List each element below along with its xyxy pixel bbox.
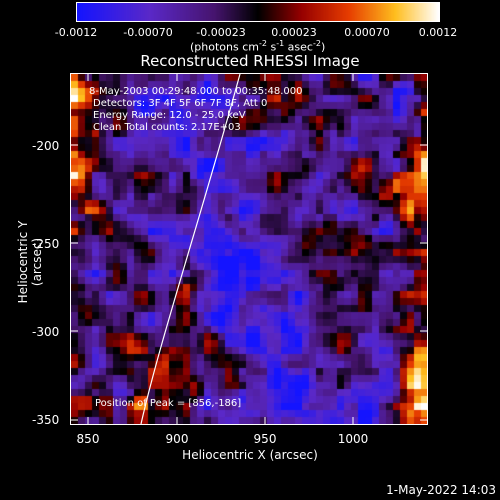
method-counts-annotation: Clean Total counts: 2.17E+03 — [93, 122, 241, 133]
colorbar-tick-label: -0.00023 — [196, 26, 246, 39]
image-plot-area: 8-May-2003 00:29:48.000 to 00:35:48.000 … — [70, 73, 428, 425]
detectors-annotation: Detectors: 3F 4F 5F 6F 7F 8F, Att 0 — [93, 98, 268, 109]
colorbar — [76, 2, 440, 22]
peak-position-annotation: Position of Peak = [856,-186] — [95, 398, 242, 409]
energy-range-annotation: Energy Range: 12.0 - 25.0 keV — [93, 110, 246, 121]
y-axis-label: Heliocentric Y (arcsec) — [16, 220, 44, 304]
rhessi-image — [71, 74, 427, 424]
colorbar-tick-label: -0.00070 — [123, 26, 173, 39]
colorbar-tick-label: 0.0012 — [418, 26, 458, 39]
y-tick-label: -350 — [32, 413, 60, 427]
x-tick-label: 1000 — [337, 432, 369, 446]
x-tick-label: 850 — [76, 432, 100, 446]
plot-timestamp: 1-May-2022 14:03 — [386, 483, 496, 497]
colorbar-gradient — [77, 3, 439, 21]
colorbar-tick-label: -0.0012 — [54, 26, 98, 39]
x-tick-label: 900 — [165, 432, 189, 446]
y-tick-label: -250 — [32, 237, 60, 251]
colorbar-unit-label: (photons cm-2 s-1 asec-2) — [190, 39, 326, 54]
time-range-annotation: 8-May-2003 00:29:48.000 to 00:35:48.000 — [89, 86, 303, 97]
y-tick-label: -200 — [32, 139, 60, 153]
colorbar-tick-label: 0.00023 — [271, 26, 317, 39]
x-tick-label: 950 — [253, 432, 277, 446]
x-axis-label: Heliocentric X (arcsec) — [182, 448, 318, 462]
colorbar-tick-label: 0.00070 — [344, 26, 390, 39]
y-tick-label: -300 — [32, 325, 60, 339]
image-title: Reconstructed RHESSI Image — [140, 52, 360, 70]
